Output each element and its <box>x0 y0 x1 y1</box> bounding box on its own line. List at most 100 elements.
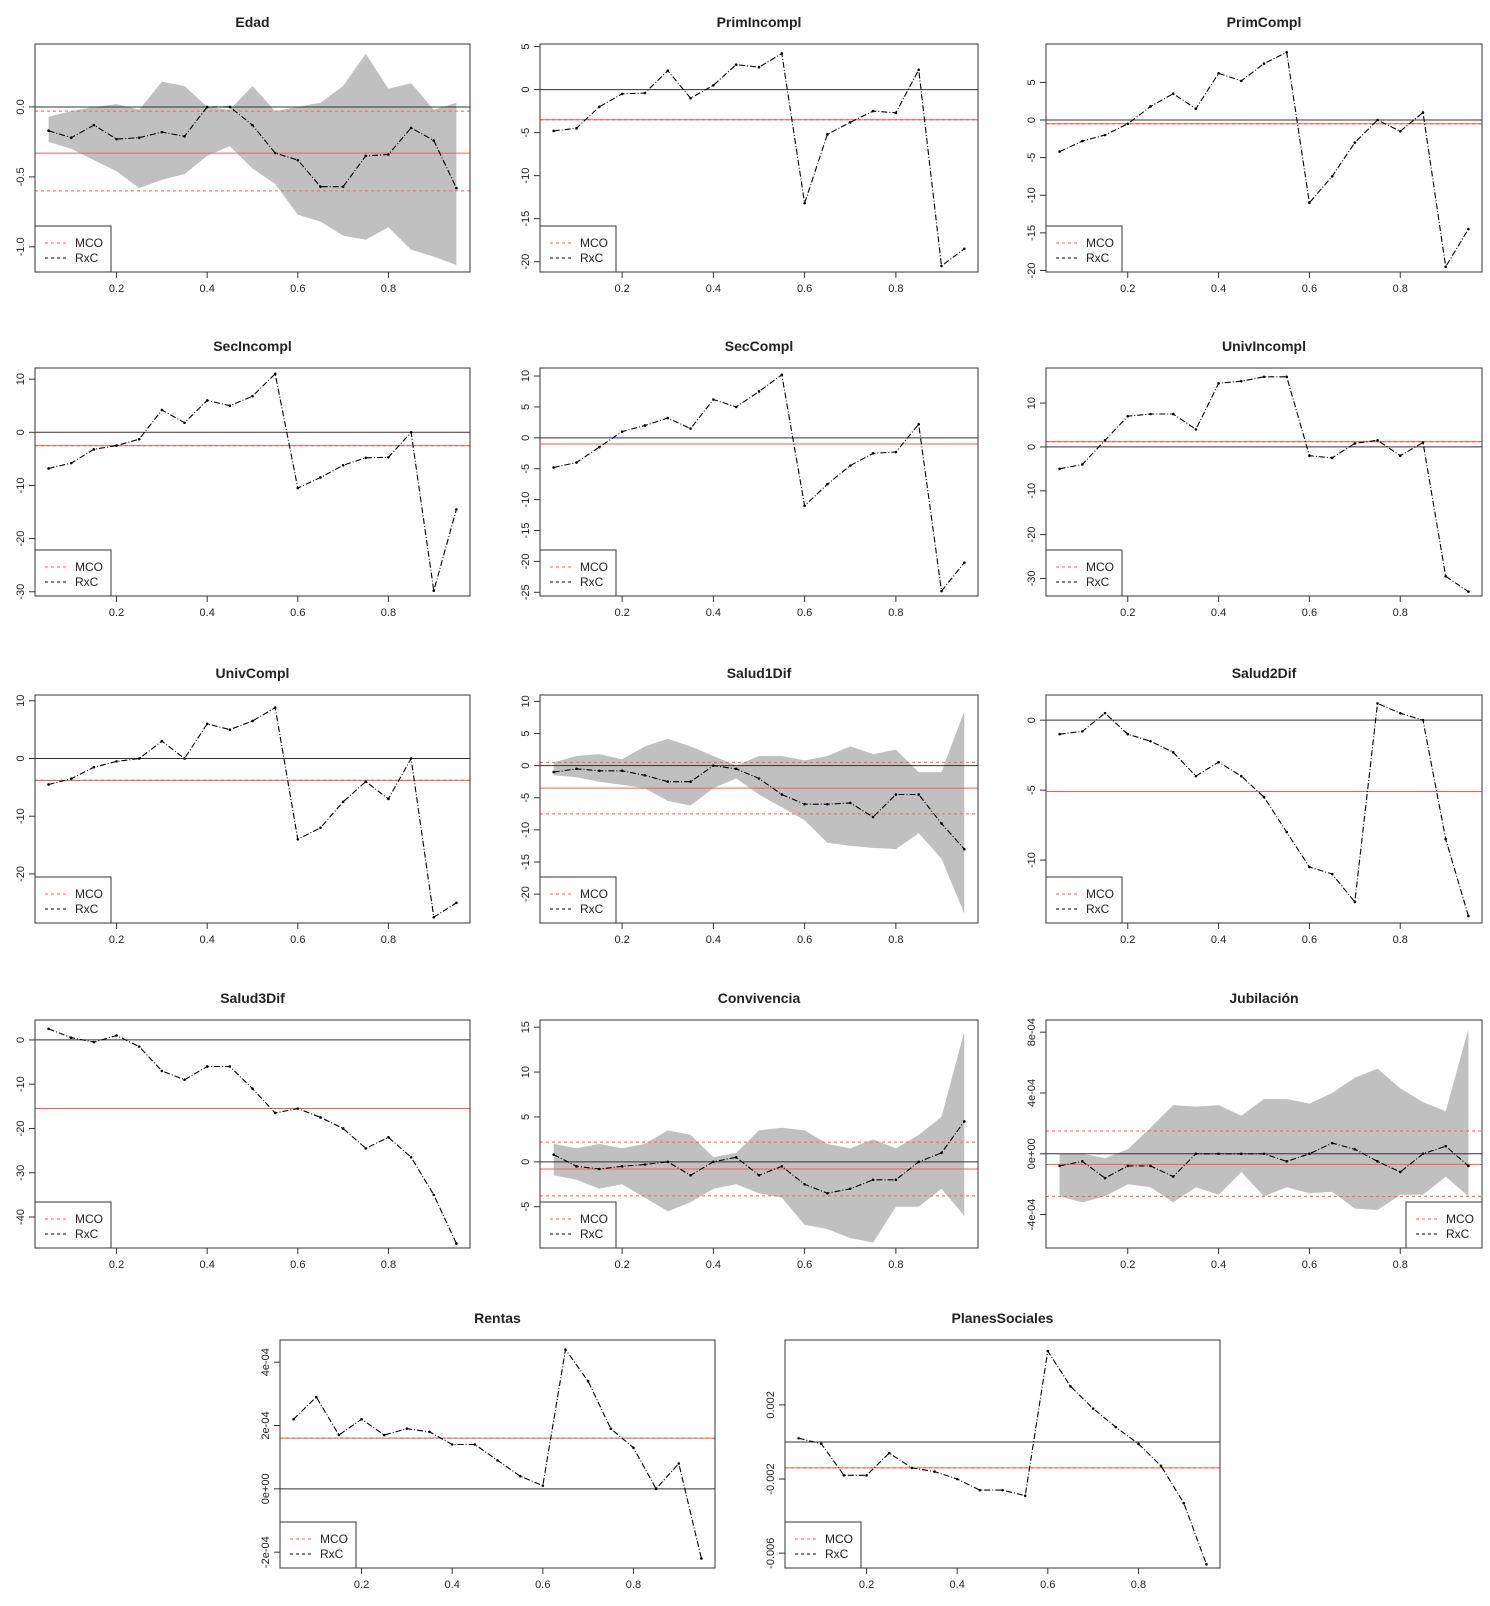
rxc-point <box>689 96 692 100</box>
rxc-point <box>1081 730 1084 733</box>
y-tick-label: 5 <box>520 44 532 50</box>
y-tick-label: -30 <box>1026 571 1038 587</box>
rxc-point <box>734 63 738 66</box>
rxc-point <box>405 1427 409 1430</box>
rxc-point <box>319 185 322 188</box>
x-tick-label: 0.8 <box>381 607 396 619</box>
panel-title: PlanesSociales <box>952 1310 1054 1326</box>
legend-item-mco-label: MCO <box>320 1532 348 1546</box>
rxc-point <box>296 486 300 490</box>
rxc-point <box>598 769 601 773</box>
rxc-point <box>620 430 624 433</box>
x-tick-label: 0.2 <box>1120 1259 1135 1271</box>
rxc-point <box>319 1116 322 1119</box>
rxc-point <box>1285 50 1289 54</box>
y-tick-label: -20 <box>1026 527 1038 543</box>
y-tick-label: 0 <box>520 763 532 769</box>
x-tick-label: 0.6 <box>797 934 812 946</box>
legend-item-mco-label: MCO <box>75 236 103 250</box>
rxc-point <box>757 1173 761 1177</box>
y-tick-label: -30 <box>15 584 27 600</box>
rxc-point <box>1353 900 1357 904</box>
rxc-point <box>1058 150 1061 153</box>
rxc-point <box>228 105 232 109</box>
rxc-point <box>1467 227 1470 231</box>
rxc-point <box>160 739 164 743</box>
rxc-point <box>455 901 458 905</box>
plot-frame <box>539 43 979 273</box>
rxc-point <box>1194 428 1198 431</box>
rxc-point <box>598 445 601 449</box>
panel-planessociales: PlanesSociales 0.2 0.4 0.6 0.8 0.002 -0.002 -0.… <box>765 1310 1221 1591</box>
rxc-point <box>319 476 322 479</box>
rxc-point <box>757 777 761 780</box>
rxc-point <box>1126 732 1130 736</box>
rxc-point <box>575 461 578 464</box>
rxc-point <box>387 455 390 459</box>
rxc-point <box>757 390 761 393</box>
y-tick-label: -5 <box>1026 785 1038 795</box>
rxc-point <box>382 1433 386 1437</box>
y-tick-label: 0.002 <box>765 1391 777 1419</box>
legend-item-mco-label: MCO <box>825 1532 853 1546</box>
legend-item-mco-label: MCO <box>1086 560 1114 574</box>
rxc-point <box>865 1474 868 1477</box>
plot-frame <box>1045 367 1483 597</box>
rxc-point <box>689 780 692 784</box>
rxc-point <box>803 1182 806 1186</box>
plot-area-jubilaci-n <box>1046 1029 1482 1210</box>
rxc-point <box>1194 774 1198 778</box>
rxc-point <box>1330 175 1334 178</box>
legend-item-mco-label: MCO <box>1446 1212 1474 1226</box>
plot-area-univincompl <box>1046 375 1482 593</box>
y-tick-label: -20 <box>15 531 27 547</box>
rxc-point <box>115 444 118 447</box>
x-tick-label: 0.2 <box>614 283 629 295</box>
y-tick-label: 8e-04 <box>1026 1018 1038 1046</box>
rxc-point <box>69 777 73 780</box>
rxc-point <box>1330 872 1334 876</box>
x-tick-label: 0.8 <box>888 934 903 946</box>
rxc-point <box>666 416 670 420</box>
legend-box <box>34 225 112 273</box>
rxc-point <box>871 109 875 113</box>
rxc-point <box>955 1477 959 1481</box>
rxc-point <box>917 793 920 796</box>
rxc-point <box>1239 379 1243 383</box>
rxc-point <box>160 408 164 412</box>
rxc-point <box>341 463 345 467</box>
rxc-point <box>137 1045 141 1048</box>
legend-box <box>539 225 617 273</box>
x-tick-label: 0.6 <box>290 283 305 295</box>
legend-item-rxc-label: RxC <box>75 575 99 589</box>
rxc-point <box>47 467 50 470</box>
rxc-point <box>598 105 601 109</box>
rxc-point <box>364 1147 368 1150</box>
y-tick-label: 15 <box>520 1021 532 1033</box>
y-tick-label: -10 <box>15 808 27 824</box>
rxc-point <box>940 264 943 268</box>
rxc-point <box>575 767 578 771</box>
legend-box <box>539 876 617 924</box>
rxc-point <box>1376 439 1379 442</box>
legend-item-rxc-label: RxC <box>580 1227 604 1241</box>
plot-frame <box>784 1339 1221 1569</box>
panel-title: SecIncompl <box>213 338 292 354</box>
rxc-point <box>1149 412 1152 416</box>
y-tick-label: -0.5 <box>15 167 27 186</box>
panel-title: Jubilación <box>1229 990 1298 1006</box>
rxc-point <box>137 437 141 441</box>
x-tick-label: 0.8 <box>626 1579 641 1591</box>
rxc-point <box>1069 1385 1072 1388</box>
rxc-point <box>137 757 141 760</box>
rxc-point <box>552 129 555 133</box>
plot-frame <box>539 367 979 597</box>
rxc-point <box>428 1430 431 1434</box>
plot-area-univcompl <box>35 706 470 919</box>
rxc-point <box>1353 1147 1357 1151</box>
